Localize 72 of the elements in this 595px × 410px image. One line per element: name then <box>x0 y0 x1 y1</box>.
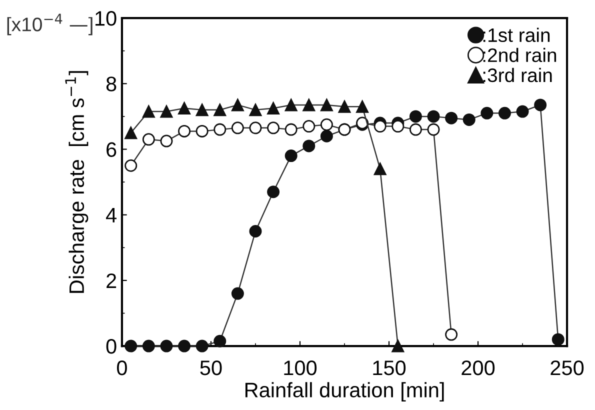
x-tick-label: 50 <box>200 360 222 376</box>
point <box>178 102 191 114</box>
y-tick-label: 4 <box>106 208 117 222</box>
point <box>214 334 226 348</box>
point <box>142 340 155 352</box>
point <box>160 134 173 148</box>
x-tick-label: 250 <box>550 360 584 376</box>
point <box>124 126 138 140</box>
x-axis-title: Rainfall duration [min] <box>245 382 444 402</box>
point <box>338 100 351 113</box>
point <box>445 112 458 124</box>
point <box>214 123 226 136</box>
text: [x10$^{−4}$ —] <box>7 14 92 36</box>
x-tick-label: 100 <box>284 360 317 376</box>
point <box>302 120 316 133</box>
point <box>124 159 138 172</box>
point <box>178 124 191 138</box>
point <box>302 140 316 152</box>
point <box>142 105 155 118</box>
point <box>374 120 386 133</box>
point <box>231 287 244 300</box>
point <box>178 340 191 352</box>
point <box>320 130 333 142</box>
point <box>409 110 422 123</box>
point <box>249 122 262 134</box>
point <box>516 105 529 118</box>
x-tick-label: 200 <box>462 360 495 376</box>
point <box>142 133 155 146</box>
point <box>196 124 208 138</box>
point <box>196 104 208 116</box>
legend-label: :2nd rain <box>483 48 556 62</box>
point <box>231 122 244 134</box>
point <box>160 340 173 352</box>
point <box>374 162 386 176</box>
point <box>552 333 564 346</box>
point <box>267 102 280 114</box>
y-tick-label: 2 <box>106 273 116 288</box>
point <box>249 224 262 238</box>
point <box>284 150 298 162</box>
point <box>214 104 226 116</box>
x-tick-label: 0 <box>116 360 127 376</box>
y-tick-label: 10 <box>96 11 116 26</box>
point <box>249 104 262 116</box>
point <box>196 340 208 352</box>
point <box>284 123 298 136</box>
legend-label: :3rd rain <box>483 68 552 82</box>
y-axis-title: Discharge rate [cm s$^{−1}$] <box>65 71 88 293</box>
y-tick-label: 6 <box>106 142 116 157</box>
y-tick-label: 0 <box>106 339 116 354</box>
point <box>427 110 440 123</box>
point <box>409 123 422 136</box>
point <box>267 122 280 134</box>
point <box>498 106 511 120</box>
point <box>231 98 244 112</box>
point <box>427 123 440 136</box>
point <box>462 113 476 126</box>
point <box>356 100 369 113</box>
point <box>320 98 333 112</box>
point <box>302 98 316 112</box>
legend-label: :1st rain <box>483 28 550 42</box>
point <box>480 106 494 120</box>
point <box>445 328 458 341</box>
point <box>392 340 404 352</box>
point <box>160 105 173 118</box>
point <box>124 340 138 352</box>
point <box>534 98 547 112</box>
point <box>392 120 404 133</box>
point <box>320 118 333 131</box>
point <box>267 186 280 198</box>
y-tick-label: 8 <box>106 76 116 92</box>
x-tick-label: 150 <box>373 360 406 376</box>
point <box>284 98 298 112</box>
